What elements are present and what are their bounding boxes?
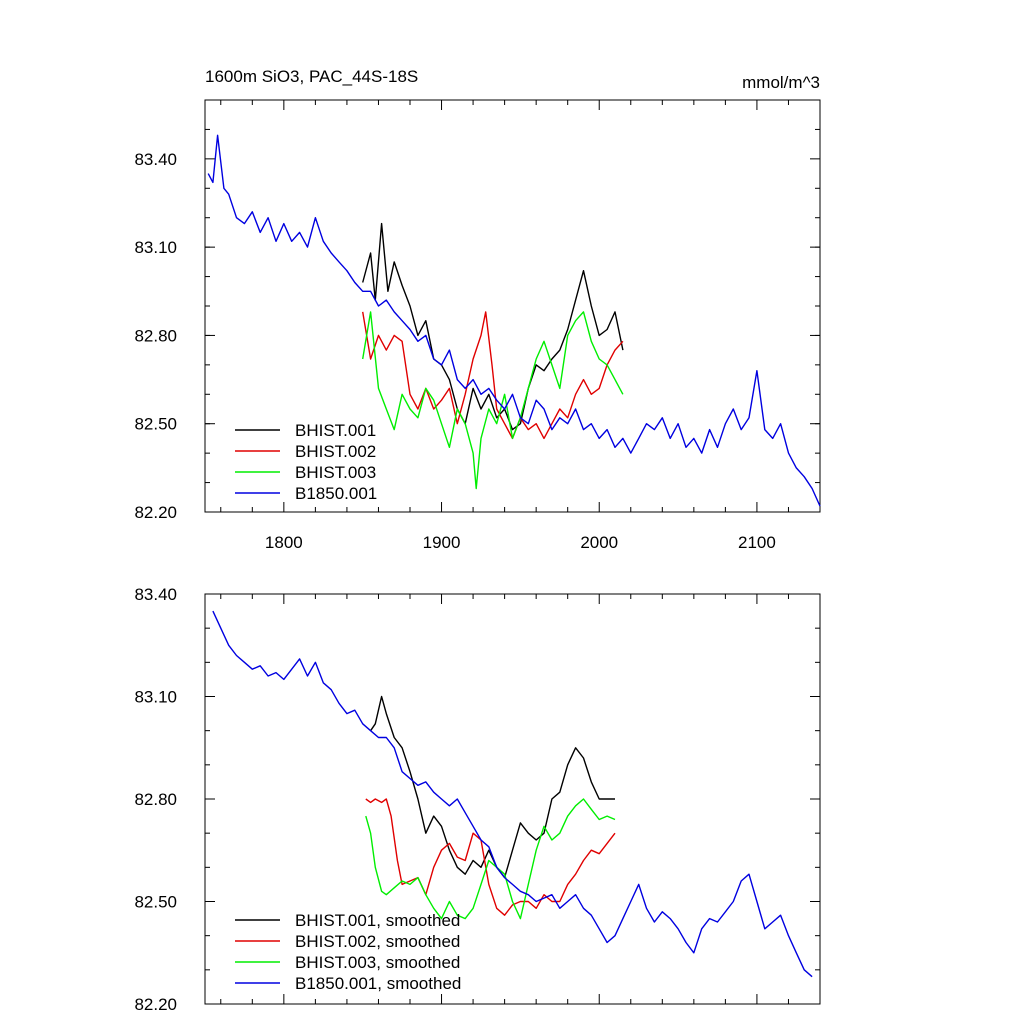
y-tick-label: 82.20 [134,995,177,1014]
y-tick-label: 82.80 [134,790,177,809]
y-tick-label: 83.40 [134,150,177,169]
y-tick-label: 82.50 [134,415,177,434]
y-tick-label: 83.10 [134,688,177,707]
chart-panel-bottom: 82.20 82.50 82.80 83.10 83.40 BHIST.001, smo… [134,585,821,1014]
series-line-bhist-002 [362,311,624,440]
chart-panel-top: 1600m SiO3, PAC_44S-18S mmol/m^3 1800 190… [134,67,821,552]
y-tick-label: 83.40 [134,585,177,604]
legend-bottom: BHIST.001, smoothed BHIST.002, smoothed BH… [235,911,461,993]
legend-top: BHIST.001 BHIST.002 BHIST.003 B1850.001 [235,421,377,503]
legend-label: BHIST.003 [295,463,376,482]
x-tick-label: 1900 [423,533,461,552]
x-tick-label: 2100 [738,533,776,552]
series-lines-bottom [212,610,813,978]
legend-label: BHIST.001, smoothed [295,911,460,930]
legend-label: B1850.001, smoothed [295,974,461,993]
legend-label: BHIST.002, smoothed [295,932,460,951]
legend-label: BHIST.003, smoothed [295,953,460,972]
series-line-b1850-001-smoothed [212,610,813,978]
series-line-bhist-003-smoothed [365,798,616,920]
series-line-bhist-001 [362,222,624,431]
y-tick-label: 82.50 [134,893,177,912]
series-line-bhist-001-smoothed [370,695,615,879]
chart-units-label: mmol/m^3 [742,73,820,92]
series-lines-top [207,134,821,507]
axis-ticks-top: 1800 1900 2000 2100 82.20 82.50 82.80 83.10 83.4… [134,99,821,552]
series-line-b1850-001 [207,134,821,507]
chart-title: 1600m SiO3, PAC_44S-18S [205,67,418,86]
y-tick-label: 82.80 [134,326,177,345]
y-tick-label: 83.10 [134,238,177,257]
x-tick-label: 1800 [265,533,303,552]
x-tick-label: 2000 [580,533,618,552]
y-tick-label: 82.20 [134,503,177,522]
axis-ticks-bottom: 82.20 82.50 82.80 83.10 83.40 [134,585,821,1014]
legend-label: BHIST.002 [295,442,376,461]
series-line-bhist-003 [362,311,624,490]
legend-label: B1850.001 [295,484,377,503]
legend-label: BHIST.001 [295,421,376,440]
